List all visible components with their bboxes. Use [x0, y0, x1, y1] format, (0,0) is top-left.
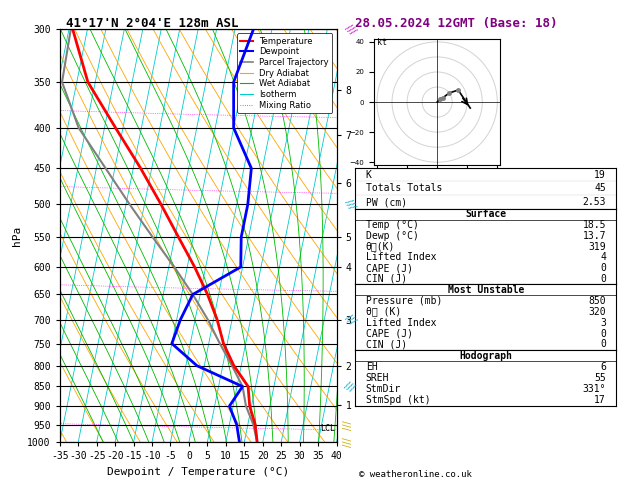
Text: 0: 0 [600, 263, 606, 273]
Text: 45: 45 [594, 183, 606, 193]
Text: 0: 0 [600, 274, 606, 284]
Text: K: K [366, 170, 372, 179]
Text: CAPE (J): CAPE (J) [366, 263, 413, 273]
Text: 4: 4 [600, 252, 606, 262]
Text: ///: /// [343, 380, 356, 393]
Text: Temp (°C): Temp (°C) [366, 220, 419, 230]
Text: kt: kt [377, 38, 387, 47]
Text: Lifted Index: Lifted Index [366, 317, 437, 328]
Text: 2.53: 2.53 [582, 197, 606, 207]
Text: 18.5: 18.5 [582, 220, 606, 230]
Text: ///: /// [343, 198, 357, 211]
Text: θᴇ(K): θᴇ(K) [366, 242, 395, 252]
Text: Pressure (mb): Pressure (mb) [366, 295, 442, 306]
Text: SREH: SREH [366, 373, 389, 383]
Y-axis label: hPa: hPa [12, 226, 21, 246]
Text: 0: 0 [600, 339, 606, 349]
Text: PW (cm): PW (cm) [366, 197, 407, 207]
Text: 41°17'N 2°04'E 128m ASL: 41°17'N 2°04'E 128m ASL [66, 17, 238, 30]
Text: ///: /// [343, 22, 357, 36]
Text: Dewp (°C): Dewp (°C) [366, 231, 419, 241]
Text: 0: 0 [600, 329, 606, 339]
Text: 55: 55 [594, 373, 606, 383]
Text: Hodograph: Hodograph [459, 350, 513, 361]
Text: 850: 850 [588, 295, 606, 306]
Text: Lifted Index: Lifted Index [366, 252, 437, 262]
Text: LCL: LCL [320, 424, 335, 433]
Text: ///: /// [343, 313, 357, 327]
Text: StmDir: StmDir [366, 384, 401, 394]
Text: Most Unstable: Most Unstable [448, 285, 524, 295]
Text: Totals Totals: Totals Totals [366, 183, 442, 193]
Text: 6: 6 [600, 362, 606, 372]
Text: 13.7: 13.7 [582, 231, 606, 241]
Text: StmSpd (kt): StmSpd (kt) [366, 395, 430, 405]
Text: EH: EH [366, 362, 377, 372]
Text: θᴇ (K): θᴇ (K) [366, 307, 401, 317]
Text: CAPE (J): CAPE (J) [366, 329, 413, 339]
Text: 320: 320 [588, 307, 606, 317]
Text: © weatheronline.co.uk: © weatheronline.co.uk [359, 469, 471, 479]
Text: 319: 319 [588, 242, 606, 252]
X-axis label: Dewpoint / Temperature (°C): Dewpoint / Temperature (°C) [107, 467, 289, 477]
Text: Surface: Surface [465, 209, 506, 219]
Text: CIN (J): CIN (J) [366, 339, 407, 349]
Text: 331°: 331° [582, 384, 606, 394]
Text: ///: /// [343, 437, 353, 447]
Legend: Temperature, Dewpoint, Parcel Trajectory, Dry Adiabat, Wet Adiabat, Isotherm, Mi: Temperature, Dewpoint, Parcel Trajectory… [237, 34, 332, 113]
Text: 28.05.2024 12GMT (Base: 18): 28.05.2024 12GMT (Base: 18) [355, 17, 558, 30]
Text: ///: /// [343, 420, 353, 430]
Y-axis label: km
ASL: km ASL [359, 236, 377, 257]
Text: 19: 19 [594, 170, 606, 179]
Text: 3: 3 [600, 317, 606, 328]
Text: 17: 17 [594, 395, 606, 405]
Text: CIN (J): CIN (J) [366, 274, 407, 284]
